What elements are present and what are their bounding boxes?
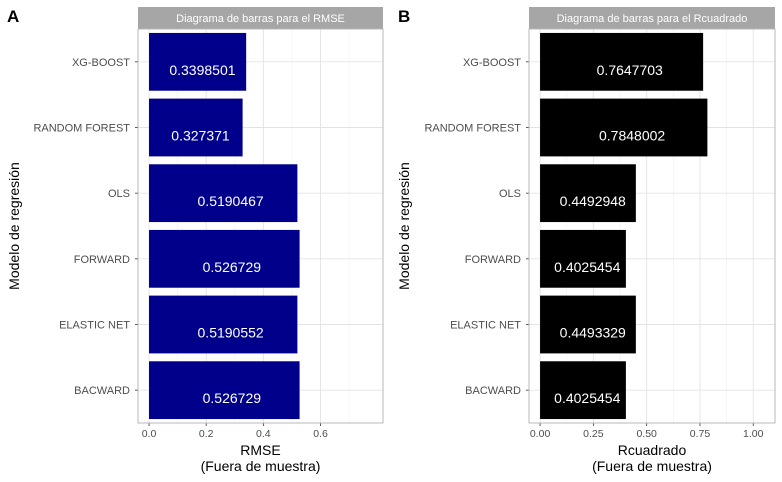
panel-b-x-tick-label: 0.50 xyxy=(636,428,657,440)
panel-a-x-tick-label: 0.0 xyxy=(142,428,157,440)
panel-a-category-label: RANDOM FOREST xyxy=(33,123,130,135)
panel-b-data-label: 0.4493329 xyxy=(560,325,626,341)
panel-a-category-label: OLS xyxy=(108,188,130,200)
panel-b-data-label: 0.4025454 xyxy=(554,390,620,406)
panel-b-data-label: 0.7647703 xyxy=(597,62,663,78)
panel-a-bar-forward xyxy=(149,229,300,288)
panel-b-bar-forward xyxy=(540,229,626,288)
panel-a-strip xyxy=(138,7,383,29)
panel-a-x-tick-label: 0.2 xyxy=(199,428,214,440)
panel-a-data-label: 0.526729 xyxy=(203,259,262,275)
panel-b-y-axis-title: Modelo de regresión xyxy=(396,162,412,290)
panel-b-category-label: ELASTIC NET xyxy=(450,320,521,332)
panel-b-bar-ols xyxy=(540,164,636,223)
panel-a-data-label: 0.327371 xyxy=(171,128,230,144)
panel-b-x-tick-label: 0.25 xyxy=(583,428,604,440)
panel-b-bar-bacward xyxy=(540,361,626,420)
panel-b-data-label: 0.4025454 xyxy=(554,259,620,275)
panel-a-x-tick-label: 0.4 xyxy=(256,428,271,440)
panel-b-x-axis-subtitle: (Fuera de muestra) xyxy=(592,458,712,474)
panel-b-x-axis-title: Rcuadrado xyxy=(618,442,687,458)
panel-b-category-label: OLS xyxy=(499,188,521,200)
panel-b-category-label: BACWARD xyxy=(465,385,521,397)
panel-a-category-label: FORWARD xyxy=(74,254,130,266)
panel-a-x-axis-subtitle: (Fuera de muestra) xyxy=(201,458,321,474)
panel-b-bar-random-forest xyxy=(540,98,708,157)
panel-b-category-label: XG-BOOST xyxy=(463,57,521,69)
panel-a-bar-xg-boost xyxy=(149,32,247,91)
panel-a-data-label: 0.5190552 xyxy=(198,325,264,341)
panel-a-data-label: 0.3398501 xyxy=(169,62,235,78)
panel-a-bar-elastic-net xyxy=(149,295,298,354)
panel-a-panel-border xyxy=(137,28,384,424)
panel-a-plot-background xyxy=(138,29,383,423)
panel-a-letter: A xyxy=(7,7,19,26)
panel-b-x-tick-label: 1.00 xyxy=(743,428,764,440)
panel-b-panel-border xyxy=(528,28,776,424)
panel-a-bar-ols xyxy=(149,164,298,223)
panel-b-plot-background xyxy=(529,29,775,423)
panel-a-category-label: ELASTIC NET xyxy=(59,320,130,332)
panel-b-strip xyxy=(529,7,775,29)
panel-b-x-tick-label: 0.75 xyxy=(690,428,711,440)
panel-b-title: Diagrama de barras para el Rcuadrado xyxy=(557,13,748,25)
panel-b-category-label: RANDOM FOREST xyxy=(424,123,521,135)
panel-b-x-tick-label: 0.00 xyxy=(530,428,551,440)
panel-a-category-label: XG-BOOST xyxy=(72,57,130,69)
panel-a-data-label: 0.526729 xyxy=(203,390,262,406)
panel-a-y-axis-title: Modelo de regresión xyxy=(6,162,22,290)
panel-a-title: Diagrama de barras para el RMSE xyxy=(176,13,345,25)
panel-a-category-label: BACWARD xyxy=(74,385,130,397)
panel-b-category-label: FORWARD xyxy=(465,254,521,266)
panel-b-bar-xg-boost xyxy=(540,32,704,91)
panel-b-data-label: 0.7848002 xyxy=(599,128,665,144)
panel-a-bar-random-forest xyxy=(149,98,243,157)
panel-a-x-tick-label: 0.6 xyxy=(313,428,328,440)
panel-b-bar-elastic-net xyxy=(540,295,636,354)
panel-b-data-label: 0.4492948 xyxy=(560,193,626,209)
panel-a-bar-bacward xyxy=(149,361,300,420)
panel-a-x-axis-title: RMSE xyxy=(240,442,280,458)
panel-b-letter: B xyxy=(398,7,410,26)
panel-a-data-label: 0.5190467 xyxy=(198,193,264,209)
